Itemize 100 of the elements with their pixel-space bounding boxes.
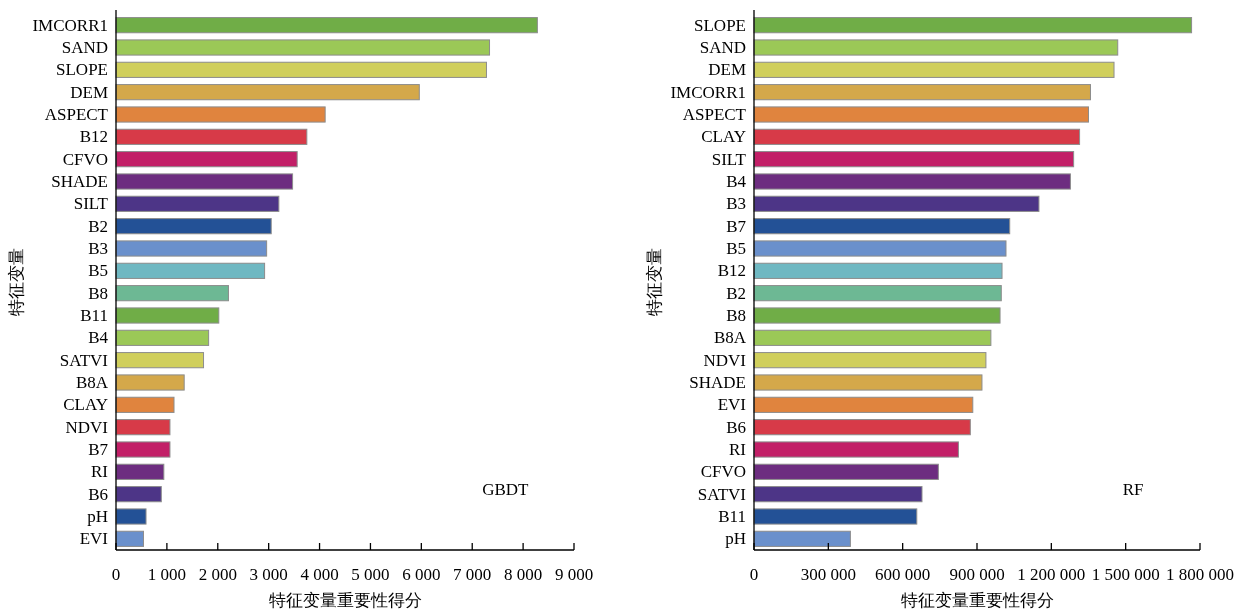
y-tick-label: ASPECT — [44, 105, 109, 124]
bar — [753, 374, 983, 391]
y-tick-label: SILT — [711, 149, 747, 169]
bar — [753, 396, 974, 413]
y-tick-label: SLOPE — [56, 60, 108, 80]
y-tick-label: SHADE — [51, 172, 108, 191]
bar — [115, 419, 171, 436]
y-tick-label: CFVO — [700, 462, 746, 482]
y-tick-label: SATVI — [697, 484, 747, 504]
bar — [753, 486, 923, 503]
bar — [115, 39, 491, 56]
bar — [115, 173, 294, 190]
y-tick-label: CLAY — [63, 395, 108, 415]
y-tick-label: IMCORR1 — [670, 82, 746, 102]
y-tick-label: NDVI — [65, 417, 109, 437]
y-tick-label: RI — [729, 440, 747, 459]
bar — [115, 84, 420, 101]
x-tick-label: 7 000 — [453, 565, 492, 584]
y-tick-label: B6 — [726, 417, 746, 437]
y-tick-label: B8 — [88, 283, 108, 303]
annotation: RF — [1122, 480, 1144, 499]
y-tick-label: SATVI — [59, 350, 109, 370]
x-axis-title: 特征变量重要性得分 — [268, 591, 422, 609]
bar — [753, 352, 987, 369]
x-tick-label: 0 — [111, 565, 121, 584]
y-tick-label: B4 — [726, 172, 747, 191]
x-tick-label: 5 000 — [351, 565, 390, 584]
bar — [115, 463, 165, 480]
bar — [753, 128, 1081, 145]
bar — [115, 329, 210, 346]
y-tick-label: SHADE — [689, 373, 746, 392]
y-tick-label: NDVI — [703, 350, 747, 370]
x-tick-label: 900 000 — [949, 565, 1005, 584]
bar — [753, 262, 1003, 279]
x-tick-label: 1 000 — [147, 565, 187, 584]
bar — [753, 240, 1007, 257]
bar — [115, 106, 326, 123]
y-tick-label: SLOPE — [694, 15, 746, 35]
bar — [753, 151, 1075, 168]
bar — [115, 486, 162, 503]
y-tick-label: B3 — [726, 194, 746, 214]
bar — [753, 17, 1193, 34]
bar — [115, 396, 175, 413]
bar — [115, 262, 266, 279]
bar — [115, 151, 298, 168]
y-tick-label: B7 — [726, 216, 747, 236]
y-tick-label: pH — [87, 507, 108, 526]
y-tick-label: pH — [725, 529, 746, 549]
y-tick-label: B8A — [75, 373, 109, 392]
x-tick-label: 8 000 — [503, 565, 543, 584]
y-tick-label: B3 — [88, 239, 108, 258]
y-tick-label: B4 — [88, 328, 109, 348]
y-tick-label: SILT — [73, 194, 109, 214]
x-tick-label: 3 000 — [249, 565, 288, 584]
y-tick-label: RI — [91, 462, 109, 482]
bar — [753, 441, 959, 458]
y-tick-label: B5 — [88, 261, 108, 281]
y-tick-label: B12 — [717, 261, 746, 281]
y-axis-title: 特征变量 — [7, 248, 26, 316]
bar — [753, 61, 1115, 78]
bar — [753, 463, 939, 480]
y-tick-label: B2 — [88, 216, 108, 236]
x-tick-label: 1 500 000 — [1091, 565, 1160, 584]
bar — [115, 218, 272, 235]
x-tick-label: 1 200 000 — [1017, 565, 1086, 584]
bar — [753, 508, 918, 525]
bar — [753, 307, 1001, 324]
x-tick-label: 0 — [749, 565, 759, 584]
bar — [115, 307, 220, 324]
bar — [753, 530, 851, 547]
x-tick-label: 300 000 — [800, 565, 856, 584]
y-tick-label: DEM — [70, 82, 108, 102]
y-tick-label: B8A — [713, 328, 747, 348]
bar — [753, 173, 1071, 190]
bar — [115, 61, 487, 78]
x-tick-label: 6 000 — [402, 565, 441, 584]
bar — [115, 128, 308, 145]
y-tick-label: B7 — [88, 440, 109, 459]
y-tick-label: SAND — [61, 38, 108, 57]
bar — [753, 39, 1119, 56]
bar — [115, 352, 205, 369]
y-tick-label: ASPECT — [682, 105, 747, 124]
bar — [115, 195, 280, 212]
annotation: GBDT — [482, 480, 530, 499]
bar — [753, 218, 1011, 235]
y-tick-label: CLAY — [701, 127, 746, 147]
bar — [753, 195, 1040, 212]
x-tick-label: 9 000 — [554, 565, 594, 584]
y-tick-label: SAND — [699, 38, 746, 57]
bar — [753, 106, 1089, 123]
bar — [753, 84, 1091, 101]
y-tick-label: B2 — [726, 283, 746, 303]
bar — [753, 285, 1002, 302]
y-tick-label: CFVO — [62, 149, 108, 169]
y-tick-label: DEM — [708, 60, 746, 80]
y-tick-label: B11 — [718, 507, 746, 526]
bar — [115, 530, 144, 547]
bar — [753, 329, 992, 346]
bar — [115, 240, 268, 257]
bar — [115, 17, 538, 34]
